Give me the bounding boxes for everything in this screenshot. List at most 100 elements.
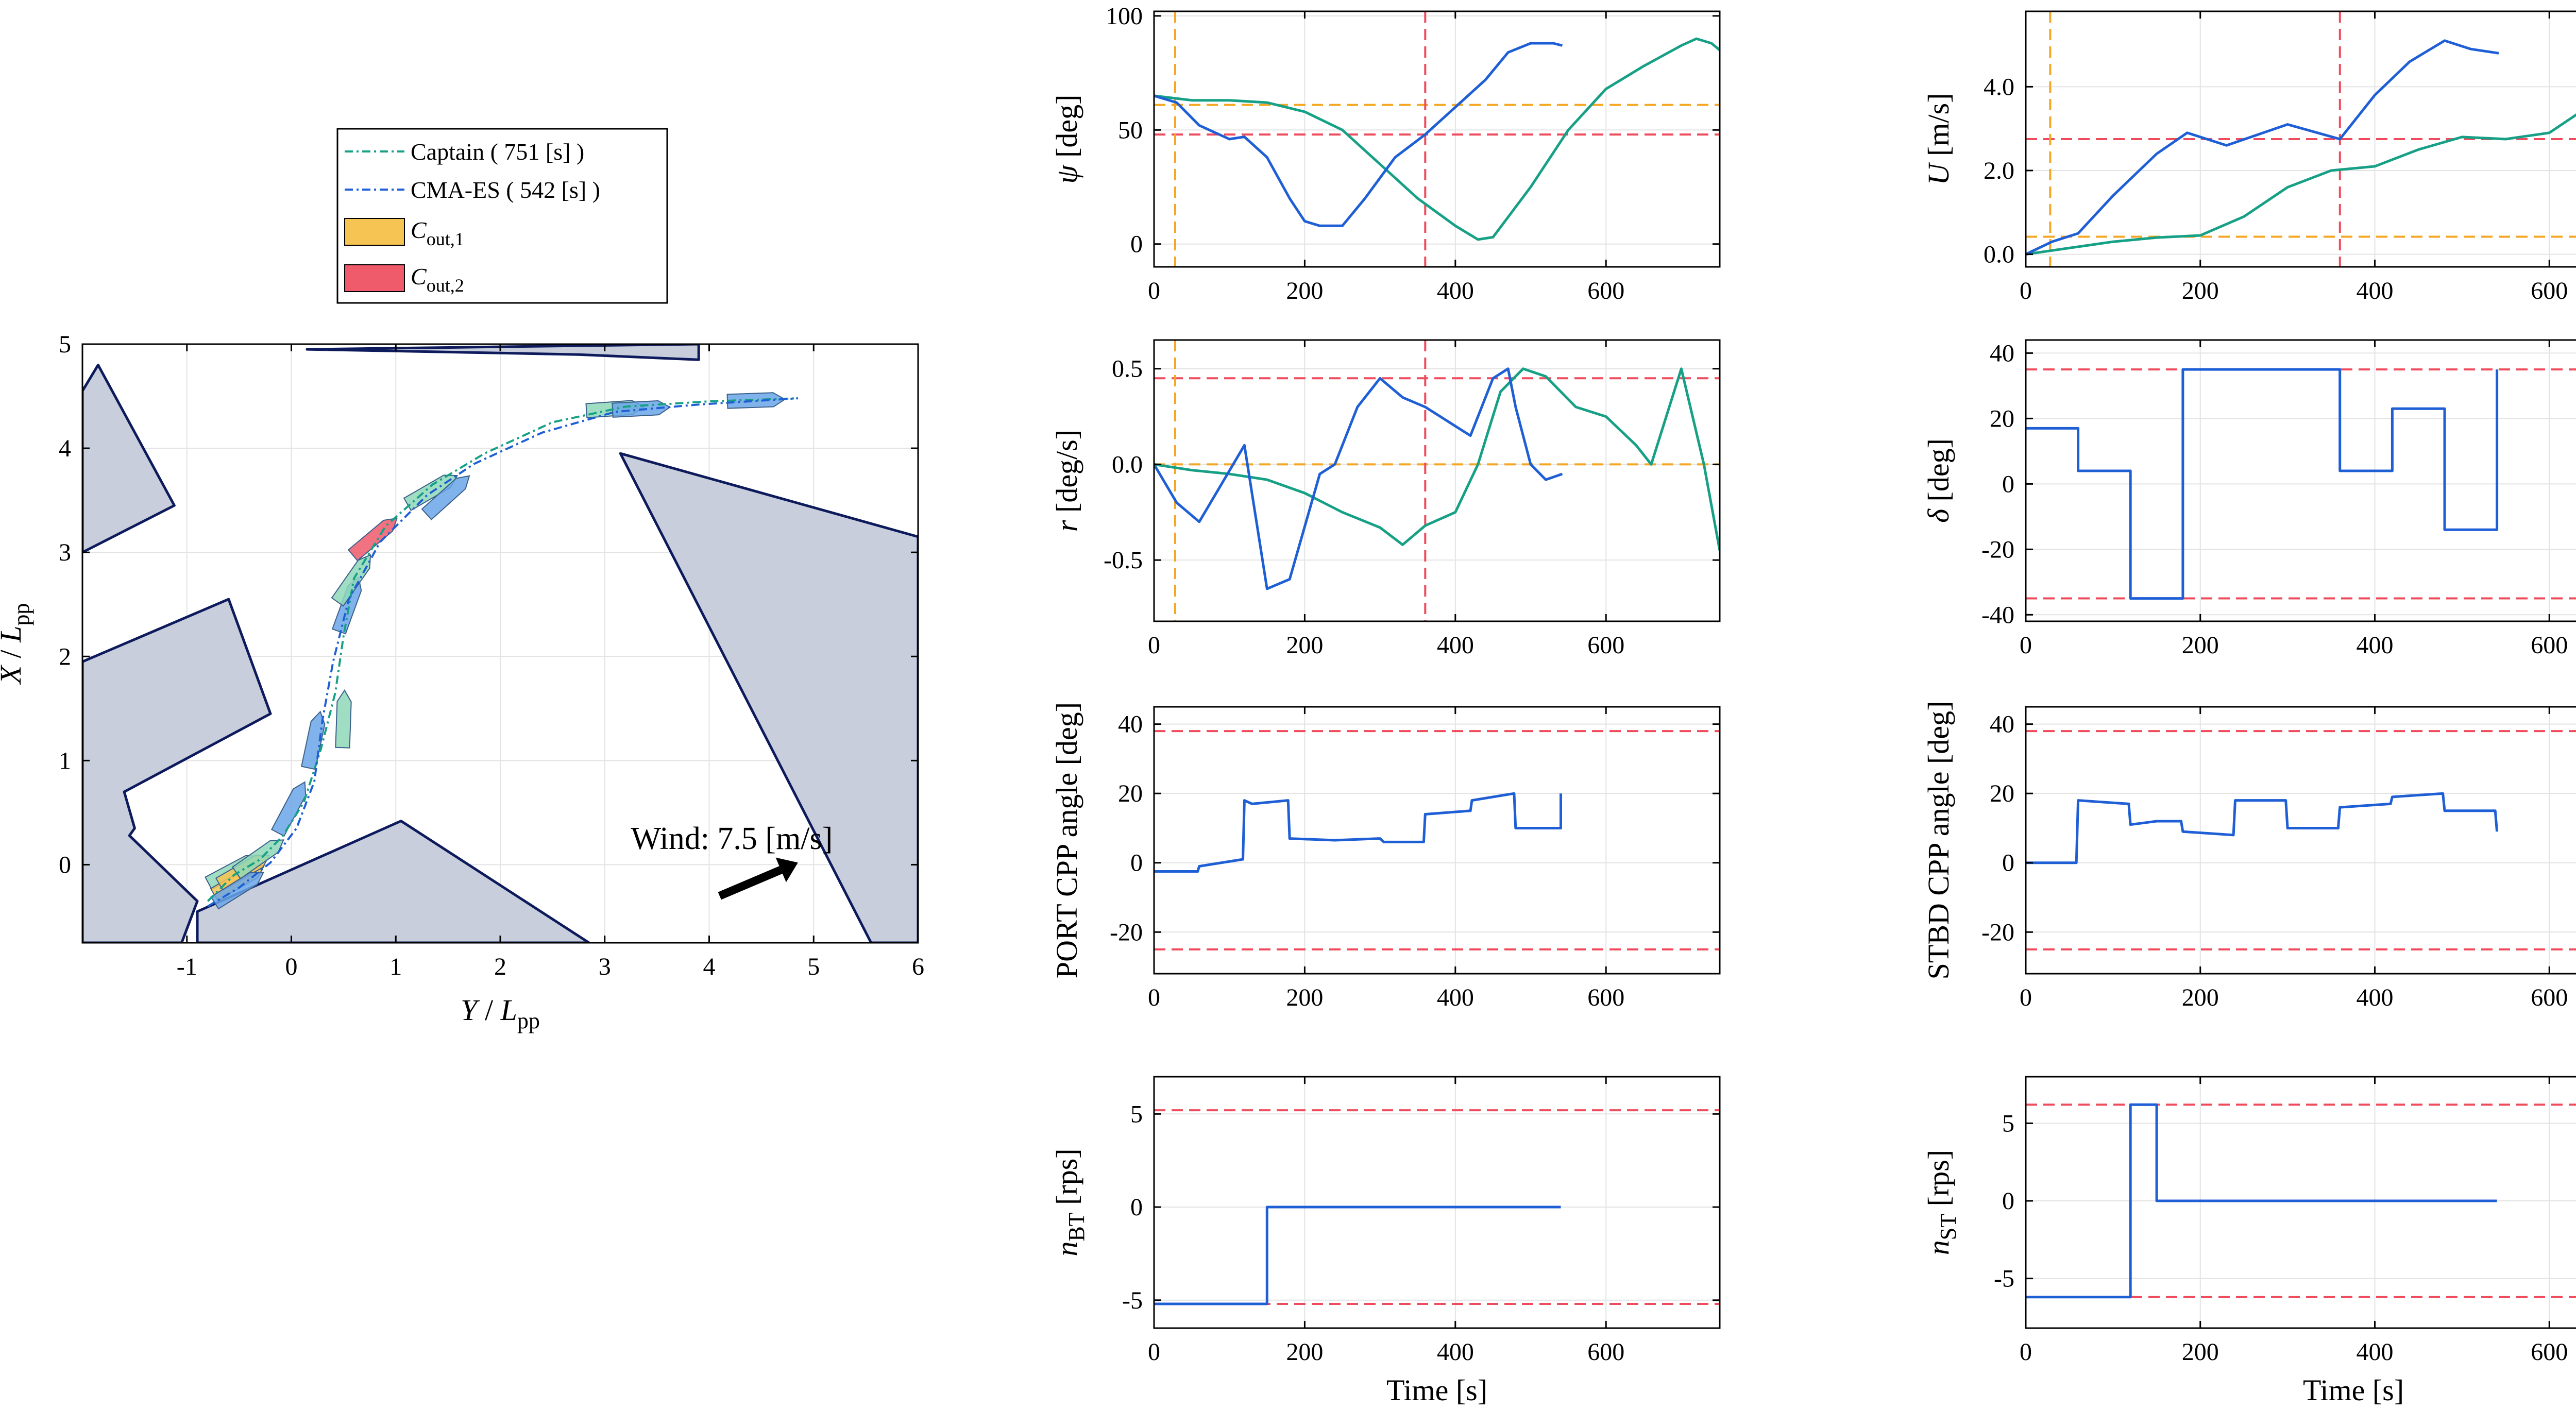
series-cmaes [1154, 792, 1562, 873]
series-cmaes [2026, 1103, 2497, 1299]
label-part: Y [461, 993, 480, 1027]
obstacle [82, 598, 272, 943]
label-part: n [1050, 1242, 1083, 1257]
tick-label-y: 0 [2002, 850, 2014, 877]
y-axis-label: nST [rps] [1922, 1150, 1961, 1255]
tick-label-x: 600 [1587, 1338, 1624, 1366]
map-area [82, 344, 918, 943]
y-axis-label: U [m/s] [1922, 93, 1955, 185]
tick-label-x: 0 [285, 953, 298, 980]
tick-label-x: 200 [2182, 984, 2219, 1011]
ship-hull [335, 689, 352, 749]
tick-label-y: 0 [59, 851, 71, 878]
tick-label-y: 20 [1990, 405, 2014, 432]
series-captain [2026, 113, 2576, 256]
tick-label-y: 0 [1130, 231, 1143, 258]
label-part: U [1922, 161, 1955, 185]
tick-label-x: 400 [1437, 1338, 1474, 1366]
tick-label-x: 4 [703, 953, 716, 980]
tick-label-x: 200 [1286, 277, 1323, 304]
obstacle [306, 344, 700, 361]
plot-area [1154, 1109, 1720, 1305]
tick-label-y: 4.0 [1984, 73, 2014, 100]
tick-label-y: 0.0 [1112, 451, 1143, 478]
cmaes-path [207, 397, 798, 908]
label-part: [deg] [1050, 95, 1083, 165]
axes-frame [1153, 706, 1721, 975]
series-cmaes [2026, 368, 2499, 600]
tick-label-y: -5 [1994, 1265, 2014, 1293]
panel-delta: 0 200 400 600 -40 -20 0 20 40 δ [deg] [1922, 339, 2576, 659]
legend-label: Captain ( 751 [s] ) [411, 139, 584, 165]
obstacle [196, 820, 590, 943]
tick-label-x: 400 [2356, 1338, 2393, 1366]
label-part: C [411, 263, 427, 290]
label-part: pp [517, 1008, 540, 1033]
tick-label-y: 5 [1130, 1100, 1143, 1128]
legend-swatch [344, 264, 405, 292]
tick-label-y: -40 [1981, 601, 2014, 629]
series-cmaes [1154, 367, 1563, 590]
y-axis-label: δ [deg] [1922, 438, 1955, 523]
axes-frame [2025, 339, 2576, 622]
tick-label-x: 200 [1286, 984, 1323, 1011]
x-axis-label: Y / Lpp [461, 993, 540, 1033]
wind-arrow-head [775, 857, 798, 882]
plot-area [1154, 11, 1720, 267]
tick-label-x: 400 [1437, 984, 1474, 1011]
tick-label-x: 1 [389, 953, 402, 980]
panel-port_cpp: 0 200 400 600 -20 0 20 40 PORT CPP angle [deg] [1050, 702, 1721, 1011]
label-part: ST [1936, 1214, 1961, 1240]
tick-label-x: 0 [1148, 632, 1160, 659]
tick-label-x: 600 [2531, 1338, 2568, 1366]
plot-area [1154, 340, 1720, 621]
plot-area [2026, 1103, 2576, 1299]
y-axis-label: PORT CPP angle [deg] [1050, 702, 1083, 978]
panel-U: 0 200 400 600 0.0 2.0 4.0 U [m/s] [1922, 10, 2576, 304]
legend-label: CMA-ES ( 542 [s] ) [411, 177, 600, 203]
tick-label-x: 600 [1587, 632, 1624, 659]
y-axis-label: X / Lpp [0, 603, 34, 685]
y-axis-label: r [deg/s] [1050, 430, 1083, 532]
plot-area [2026, 11, 2576, 267]
tick-label-y: 2.0 [1984, 157, 2014, 184]
tick-label-y: 40 [1990, 339, 2014, 367]
label-part: BT [1064, 1212, 1089, 1241]
label-part: PORT CPP angle [deg] [1050, 702, 1083, 978]
tick-label-y: 100 [1106, 3, 1143, 30]
wind-annotation: Wind: 7.5 [m/s] [631, 821, 833, 856]
label-part: out,1 [427, 229, 464, 249]
tick-label-y: 20 [1118, 780, 1143, 807]
tick-label-y: 1 [59, 747, 71, 774]
tick-label-x: 200 [2182, 1338, 2219, 1366]
tick-label-x: -1 [177, 953, 197, 980]
plot-area [1154, 730, 1720, 950]
tick-label-y: 0 [1130, 1194, 1143, 1221]
tick-label-x: 0 [1148, 984, 1160, 1011]
panel-psi: 0 200 400 600 0 50 100 ψ [deg] [1050, 3, 1721, 304]
tick-label-x: 0 [2020, 984, 2032, 1011]
tick-label-y: 40 [1990, 711, 2014, 738]
tick-label-x: 600 [1587, 277, 1624, 304]
label-part: [deg] [1922, 438, 1955, 509]
panel-n_st: 0 200 400 600 -5 0 5 nST [rps] Time [s] [1922, 1076, 2576, 1407]
series-cmaes [2026, 39, 2499, 256]
plot-area [2026, 730, 2576, 950]
label-part: out,2 [427, 275, 464, 296]
tick-label-y: 0.0 [1984, 241, 2014, 268]
tick-label-y: 2 [59, 643, 71, 670]
label-part: C [411, 217, 427, 243]
label-part: [rps] [1050, 1148, 1083, 1212]
label-part: L [500, 993, 517, 1027]
axes-frame [2025, 1076, 2576, 1329]
tick-label-x: 600 [1587, 984, 1624, 1011]
y-axis-label: nBT [rps] [1050, 1148, 1089, 1256]
tick-label-y: 0.5 [1112, 355, 1143, 383]
tick-label-y: 5 [59, 331, 71, 358]
tick-label-y: -20 [1981, 919, 2014, 946]
obstacle [82, 363, 176, 554]
tick-label-y: 0 [2002, 470, 2014, 498]
tick-label-y: 0 [1130, 850, 1143, 877]
label-part: / [0, 642, 27, 666]
